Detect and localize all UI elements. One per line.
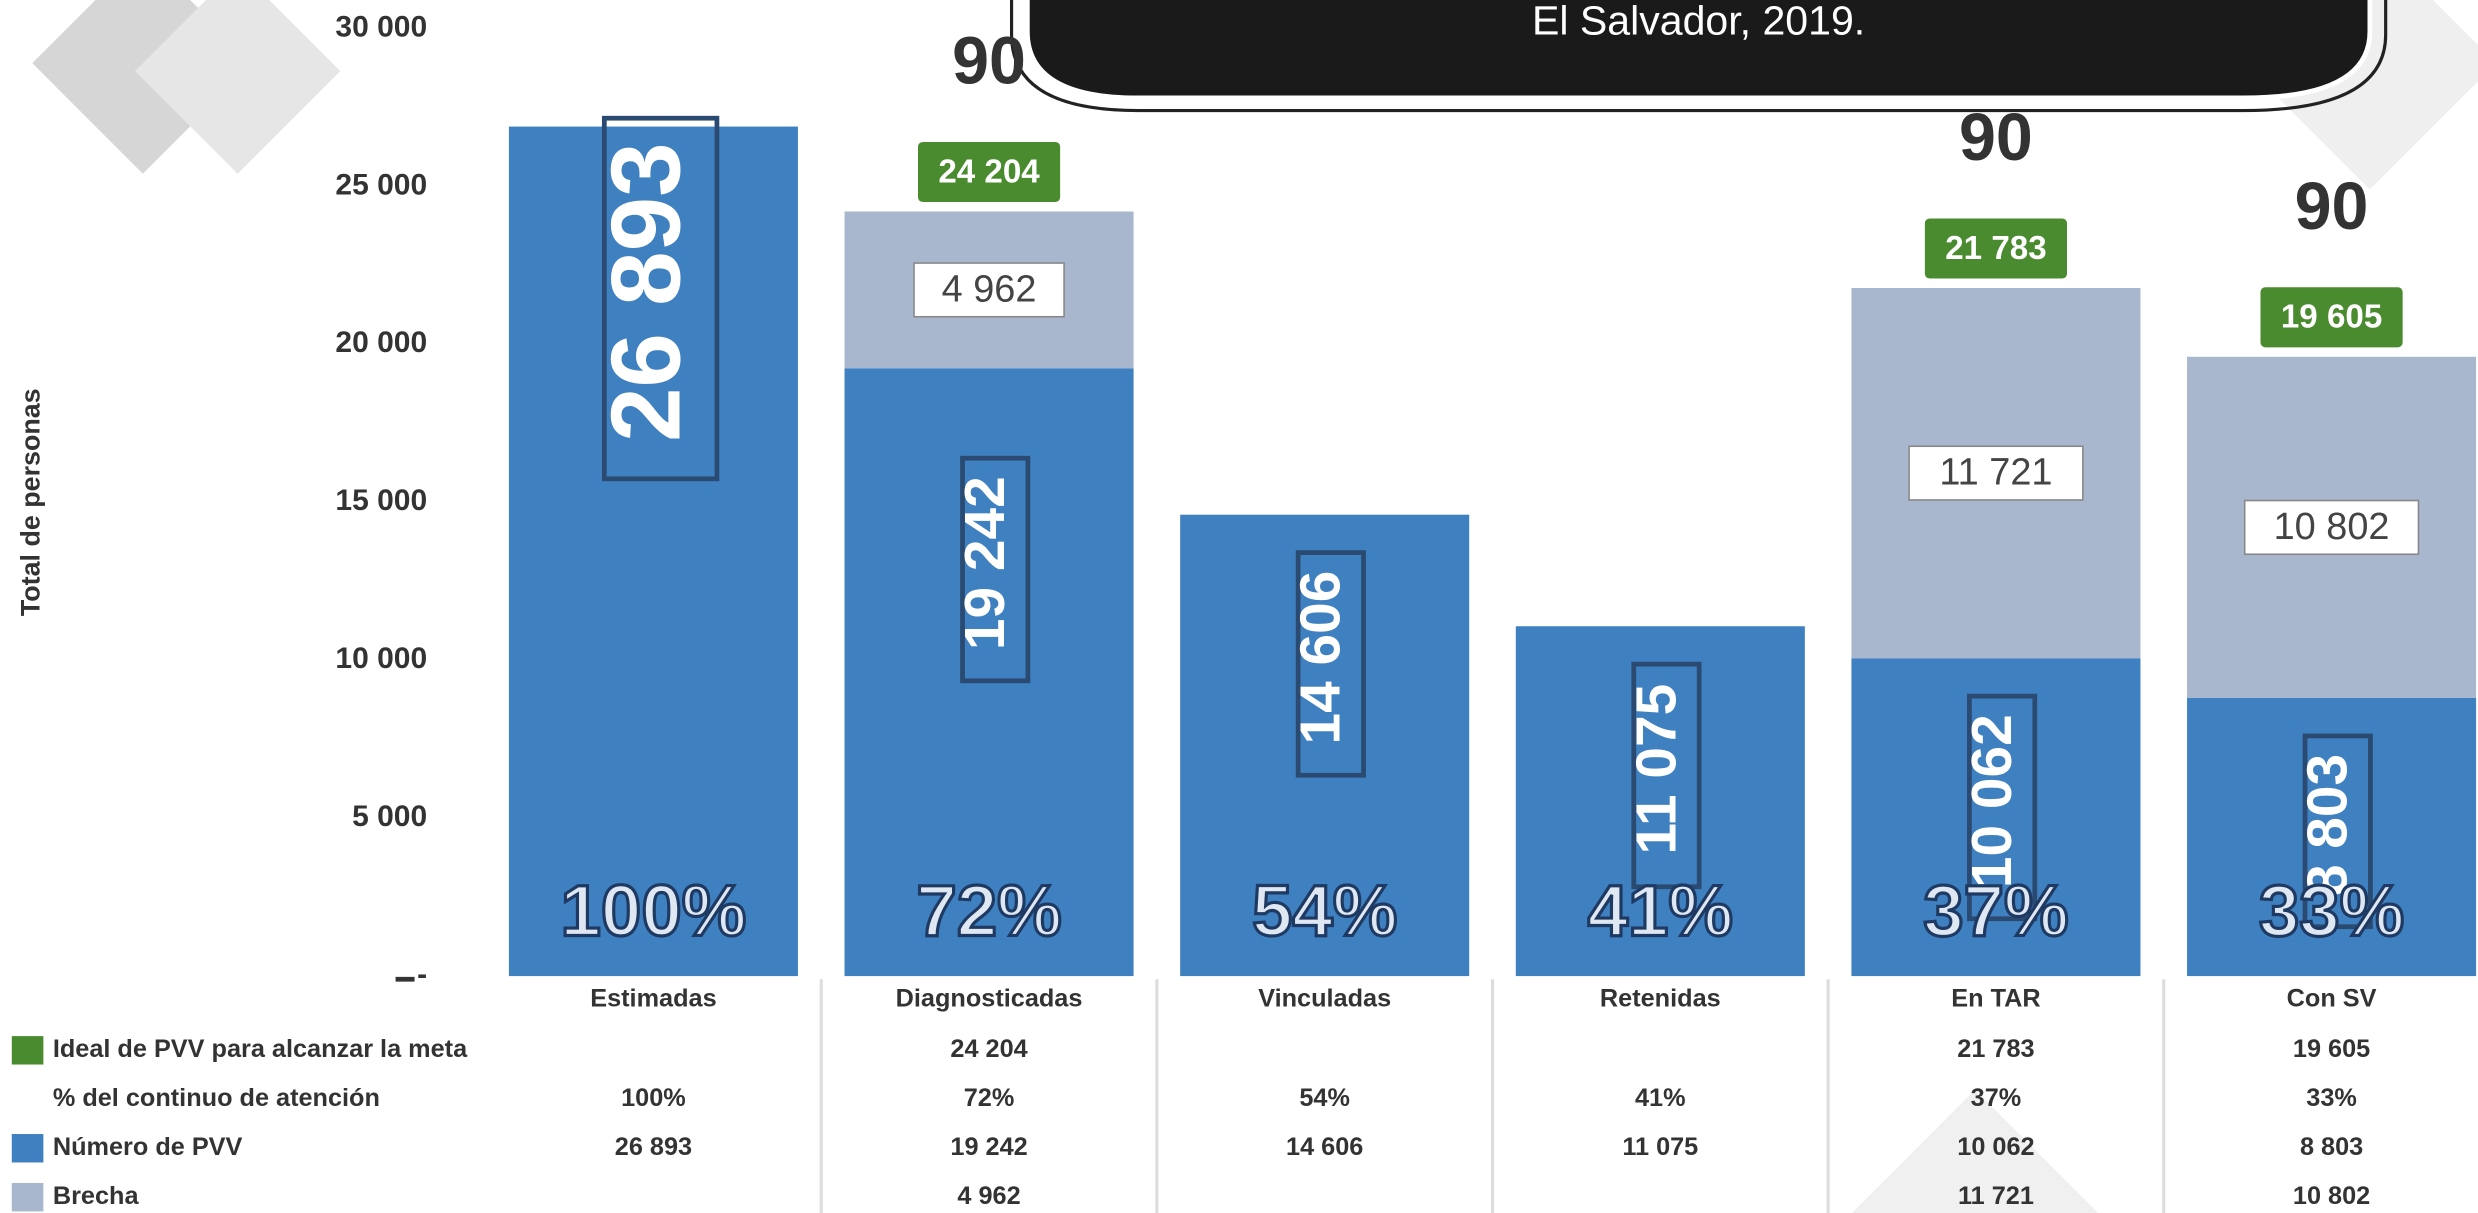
gap-label-box [2243,499,2420,556]
table-cell: 11 075 [1622,1133,1698,1161]
table-cell: 54% [1299,1084,1350,1112]
percent-label: 100% [561,870,747,951]
table-cell: 19 605 [2293,1035,2370,1063]
ideal-label: 19 605 [2281,299,2382,336]
table-cell: 24 204 [950,1035,1027,1063]
value-label: 11 075 [1625,684,1688,855]
x-tick-label: Estimadas [590,984,716,1012]
bar [2187,698,2477,977]
percent-label: 41% [1588,870,1733,951]
value-label-box [2302,733,2373,930]
table-cell: 4 962 [957,1182,1020,1210]
gap-label: 4 962 [942,268,1037,310]
ideal-box [2260,287,2403,348]
table-cell: 10 802 [2293,1182,2370,1210]
legend-label: % del continuo de atención [53,1084,380,1112]
y-tick-label: 20 000 [335,326,427,359]
x-tick-label: Diagnosticadas [896,984,1083,1012]
table-cell: 72% [964,1084,1015,1112]
bar [1180,514,1470,977]
table-cell: 11 721 [1958,1182,2034,1210]
bar [508,126,798,977]
value-label-box [1631,661,1702,890]
legend-label: Número de PVV [53,1133,243,1161]
value-label-box [1295,550,1366,778]
y-tick-label: 25 000 [335,168,427,201]
x-tick-label: Con SV [2287,984,2377,1012]
table-cell: 8 803 [2300,1133,2363,1161]
title-bubble-outline [1009,0,2388,113]
ideal-label: 24 204 [938,153,1040,190]
title-bubble [1024,0,2373,101]
ideal-label: 21 783 [1945,230,2046,267]
percent-label: 72% [916,870,1061,951]
percent-label: 37% [1923,870,2068,951]
value-label: 26 893 [590,142,700,441]
value-label-box [960,455,1031,684]
x-tick-label: En TAR [1951,984,2040,1012]
percent-label: 33% [2259,870,2404,951]
percent-label: 54% [1252,870,1397,951]
legend-label: Brecha [53,1182,140,1210]
table-cell: 26 893 [615,1133,692,1161]
value-label-box [1967,693,2038,922]
legend-swatch [11,1134,44,1163]
y-tick-label: - [417,958,427,991]
ideal-box [1924,218,2068,279]
y-tick-label: 15 000 [335,484,427,517]
value-label: 14 606 [1290,571,1353,745]
chart-title: El Salvador, 2019. [1532,0,1865,44]
gap-label-box [913,262,1065,318]
value-label-box [601,115,720,482]
bar [844,368,1134,977]
table-cell: 41% [1635,1084,1686,1112]
value-label: 8 803 [2297,754,2360,896]
gap-label-box [1908,445,2084,501]
table-cell: 33% [2306,1084,2357,1112]
value-label: 10 062 [1961,714,2024,888]
legend-label: Ideal de PVV para alcanzar la meta [53,1035,468,1063]
legend-swatch [11,1036,44,1065]
bar [1515,626,1805,977]
table-cell: 37% [1971,1084,2022,1112]
target-label: 90 [952,25,1026,99]
y-tick-label: 5 000 [352,800,427,833]
table-cell: 19 242 [950,1133,1027,1161]
target-label: 90 [1959,101,2033,175]
gap-label: 11 721 [1939,452,2052,494]
legend-swatch [11,1182,44,1212]
target-label: 90 [2295,170,2369,244]
bar [1851,658,2141,977]
y-tick-label: 10 000 [335,642,427,675]
value-label: 19 242 [954,476,1017,650]
y-axis-label: Total de personas [15,388,45,616]
gap-label: 10 802 [2274,506,2390,548]
ideal-box [917,142,1061,203]
table-cell: 10 062 [1957,1133,2034,1161]
table-cell: 100% [621,1084,686,1112]
x-tick-label: Retenidas [1600,984,1721,1012]
table-cell: 14 606 [1286,1133,1363,1161]
x-tick-label: Vinculadas [1258,984,1391,1012]
y-tick-label: 30 000 [335,10,427,43]
table-cell: 21 783 [1957,1035,2034,1063]
